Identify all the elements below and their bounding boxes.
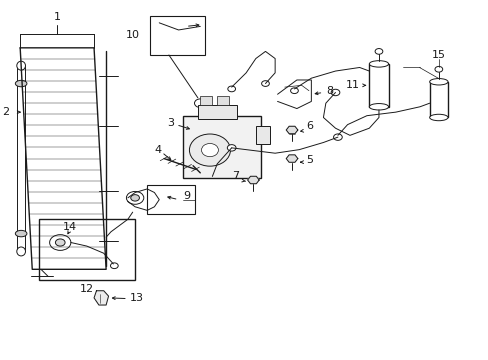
Circle shape: [194, 99, 205, 108]
Polygon shape: [285, 126, 297, 134]
Circle shape: [126, 192, 143, 204]
Text: 1: 1: [54, 13, 61, 22]
Text: 2: 2: [2, 107, 10, 117]
Polygon shape: [94, 291, 108, 305]
Ellipse shape: [189, 134, 230, 166]
Text: 8: 8: [325, 86, 332, 96]
Text: 10: 10: [126, 30, 140, 40]
Circle shape: [110, 263, 118, 269]
Polygon shape: [20, 48, 106, 269]
Text: 13: 13: [130, 293, 144, 303]
Circle shape: [102, 236, 110, 242]
Text: 4: 4: [154, 145, 162, 155]
Ellipse shape: [429, 78, 447, 85]
Bar: [368, 64, 388, 107]
Circle shape: [130, 195, 139, 201]
Text: 7: 7: [231, 171, 239, 181]
Ellipse shape: [15, 230, 27, 237]
Text: 6: 6: [306, 121, 313, 131]
Text: 9: 9: [183, 191, 190, 201]
Circle shape: [333, 134, 342, 140]
Circle shape: [330, 89, 339, 96]
Polygon shape: [285, 155, 297, 162]
Bar: [255, 126, 270, 144]
Ellipse shape: [368, 61, 388, 67]
Bar: [147, 185, 195, 214]
Text: 5: 5: [306, 156, 313, 165]
Ellipse shape: [201, 144, 218, 157]
Bar: [39, 219, 135, 280]
Ellipse shape: [368, 104, 388, 110]
Text: 15: 15: [431, 50, 445, 60]
Bar: [429, 82, 447, 117]
Ellipse shape: [17, 247, 25, 256]
Ellipse shape: [429, 114, 447, 121]
Circle shape: [374, 49, 382, 54]
Text: 3: 3: [166, 118, 173, 128]
Circle shape: [434, 66, 442, 72]
Ellipse shape: [17, 61, 25, 70]
Bar: [217, 96, 229, 105]
Bar: [149, 16, 204, 55]
Circle shape: [227, 145, 236, 151]
Text: 14: 14: [62, 222, 77, 232]
Circle shape: [261, 81, 269, 86]
Polygon shape: [247, 176, 259, 184]
Bar: [198, 105, 236, 119]
Circle shape: [55, 239, 65, 246]
Circle shape: [49, 235, 71, 250]
Text: 12: 12: [80, 284, 94, 294]
Circle shape: [290, 88, 298, 94]
Text: 11: 11: [345, 80, 359, 90]
Bar: [200, 96, 212, 105]
Bar: [17, 66, 25, 251]
Bar: [183, 116, 260, 178]
Circle shape: [227, 86, 235, 92]
Ellipse shape: [15, 80, 27, 87]
